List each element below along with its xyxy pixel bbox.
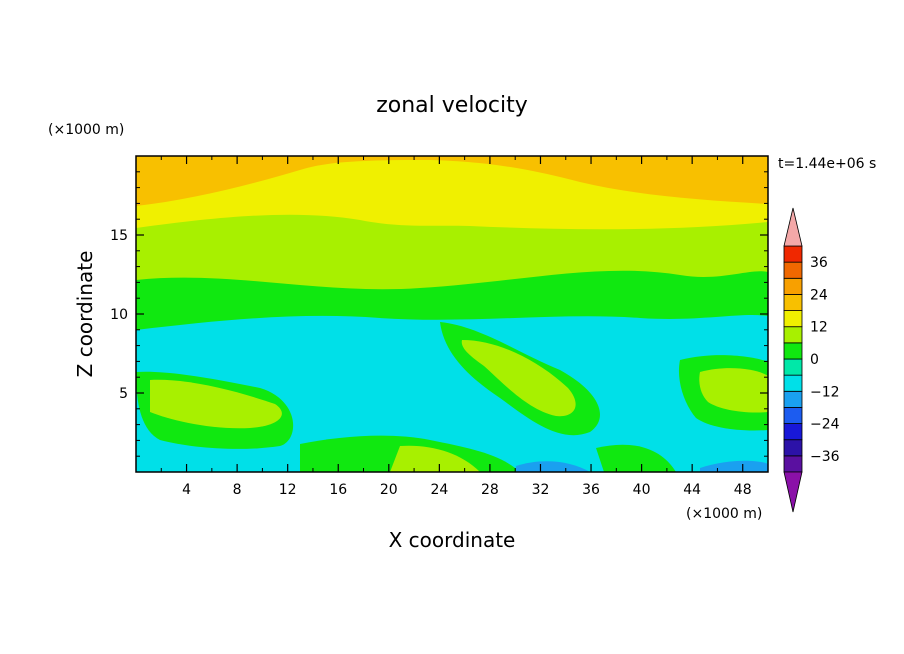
colorbar-tick-label: −24 [810,417,840,433]
contour-mid-green [596,444,676,472]
colorbar-tick-label: 0 [810,352,819,368]
colorbar-under-arrow [783,471,803,513]
x-tick-label: 32 [532,482,550,498]
x-tick-label: 40 [633,482,651,498]
x-tick-label: 48 [734,482,752,498]
y-axis: 5 10 15 [110,171,768,457]
colorbar-segment [783,358,803,376]
colorbar-segment [783,439,803,457]
colorbar-segment [783,245,803,263]
x-axis-label: X coordinate [389,528,516,552]
colorbar-segment [783,342,803,360]
x-tick-label: 24 [430,482,448,498]
x-units-label: (×1000 m) [686,506,762,522]
x-tick-label: 16 [329,482,347,498]
colorbar-segment [783,455,803,473]
colorbar-segment [783,326,803,344]
time-label: t=1.44e+06 s [778,156,876,172]
chart-title: zonal velocity [376,93,528,118]
x-tick-label: 12 [279,482,297,498]
x-axis: 4 8 12 16 20 24 28 32 36 40 44 48 [160,156,752,498]
y-tick-label: 5 [119,386,128,402]
contour-top-orange [136,156,768,206]
colorbar-over-arrow [783,207,803,247]
colorbar-segment [783,390,803,408]
x-tick-label: 44 [683,482,701,498]
x-tick-label: 20 [380,482,398,498]
colorbar-tick-label: −12 [810,384,840,400]
x-tick-label: 28 [481,482,499,498]
y-axis-label: Z coordinate [73,251,97,378]
y-tick-label: 10 [110,307,128,323]
colorbar-tick-label: 24 [810,287,828,303]
x-tick-label: 4 [182,482,191,498]
y-units-label: (×1000 m) [48,122,124,138]
contour-field [136,156,768,472]
colorbar-segment [783,407,803,424]
y-tick-label: 15 [110,228,128,244]
contour-surface-blue [516,461,590,472]
colorbar-segment [783,310,803,328]
colorbar-segment [783,423,803,441]
colorbar-segment [783,261,803,279]
colorbar-segment [783,277,803,295]
x-tick-label: 36 [582,482,600,498]
colorbar: 36 24 12 0 −12 −24 −36 [783,207,840,513]
x-tick-label: 8 [233,482,242,498]
colorbar-segment [783,374,803,392]
colorbar-segment [783,294,803,311]
colorbar-tick-label: −36 [810,449,840,465]
contour-tilted-jet [461,340,576,417]
contour-yellow-green [150,379,282,429]
colorbar-tick-label: 12 [810,320,828,336]
contour-tilted-jet [699,368,768,413]
contour-tilted-jet [390,445,480,472]
colorbar-tick-label: 36 [810,255,828,271]
